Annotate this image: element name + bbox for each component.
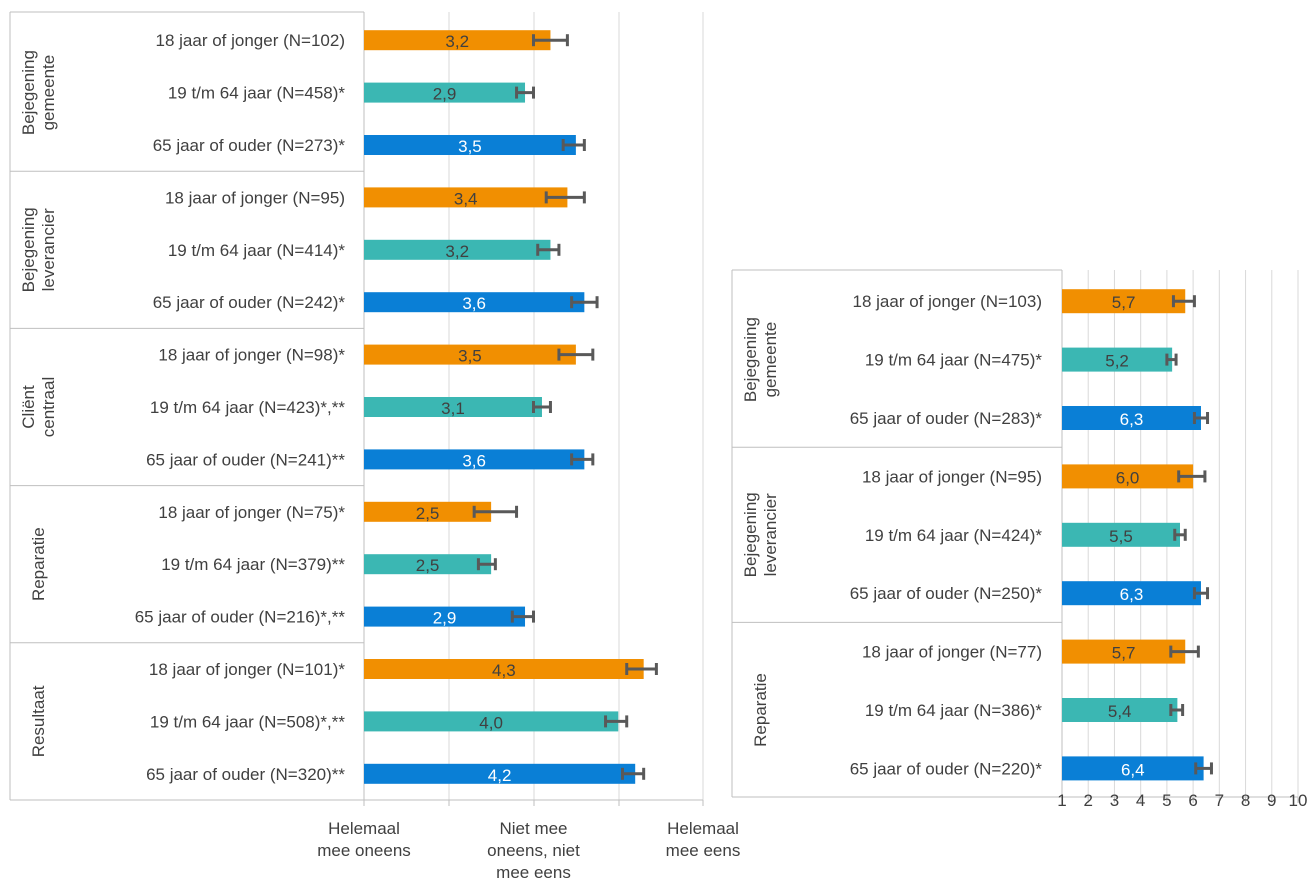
chart2-data-label: 5,4 — [1108, 702, 1132, 721]
chart1-group-title: Cliëntcentraal — [19, 377, 58, 437]
chart1-group-title: Resultaat — [29, 685, 48, 757]
chart1-group-title: Reparatie — [29, 527, 48, 601]
chart1-data-label: 3,1 — [441, 399, 465, 418]
chart1-data-label: 3,2 — [445, 32, 469, 51]
chart1-group-title: Bejegeningleverancier — [19, 207, 58, 292]
chart2-data-label: 5,7 — [1112, 293, 1136, 312]
chart1-data-label: 3,2 — [445, 242, 469, 261]
chart2-category-label: 18 jaar of jonger (N=103) — [853, 292, 1042, 311]
chart2-tick-label-5: 5 — [1162, 791, 1171, 810]
chart1-data-label: 4,2 — [488, 766, 512, 785]
chart1-bar — [364, 135, 576, 155]
chart2-data-label: 6,3 — [1120, 410, 1144, 429]
chart2-data-label: 6,4 — [1121, 760, 1145, 779]
chart1-category-label: 19 t/m 64 jaar (N=423)*,** — [150, 398, 346, 417]
chart1-category-label: 19 t/m 64 jaar (N=379)** — [161, 555, 345, 574]
chart1-bar — [364, 292, 585, 313]
chart2-data-label: 5,5 — [1109, 527, 1133, 546]
chart1-bar — [364, 606, 526, 627]
chart2-category-label: 65 jaar of ouder (N=283)* — [850, 409, 1043, 428]
chart1-bar — [364, 344, 576, 365]
chart1-bar — [364, 763, 636, 784]
chart1-category-label: 65 jaar of ouder (N=242)* — [153, 293, 346, 312]
chart2-tick-label-9: 9 — [1267, 791, 1276, 810]
chart2-category-label: 18 jaar of jonger (N=95) — [862, 467, 1042, 486]
chart1-data-label: 3,6 — [462, 451, 486, 470]
chart1-tick-label-3: mee eens — [666, 841, 741, 860]
chart1-category-label: 19 t/m 64 jaar (N=458)* — [168, 84, 346, 103]
chart2-data-label: 5,2 — [1105, 352, 1129, 371]
chart2-group-title: Bejegeninggemeente — [741, 317, 780, 402]
chart2-category-label: 65 jaar of ouder (N=220)* — [850, 759, 1043, 778]
chart1-tick-label-1: mee oneens — [317, 841, 411, 860]
chart1-bar — [364, 82, 526, 103]
chart1-category-label: 18 jaar of jonger (N=75)* — [158, 503, 345, 522]
chart1-category-label: 18 jaar of jonger (N=95) — [165, 188, 345, 207]
chart2-data-label: 6,0 — [1116, 468, 1140, 487]
chart1-category-label: 18 jaar of jonger (N=98)* — [158, 346, 345, 365]
chart2-bar — [1062, 581, 1201, 606]
chart2-category-label: 18 jaar of jonger (N=77) — [862, 643, 1042, 662]
chart1-bar — [364, 449, 585, 470]
chart1-bar — [364, 239, 551, 260]
chart1-data-label: 4,3 — [492, 661, 516, 680]
chart1-bar — [364, 187, 568, 208]
chart1-bar — [364, 554, 492, 575]
chart1-data-label: 2,5 — [416, 504, 440, 523]
chart1-bar — [364, 30, 551, 51]
chart1-data-label: 2,9 — [433, 85, 457, 104]
chart1-group-title: Bejegeninggemeente — [19, 50, 58, 135]
chart1-category-label: 65 jaar of ouder (N=216)*,** — [135, 608, 346, 627]
chart1-data-label: 4,0 — [479, 713, 503, 732]
chart1-category-label: 19 t/m 64 jaar (N=414)* — [168, 241, 346, 260]
chart2-tick-label-10: 10 — [1289, 791, 1308, 810]
chart1-category-label: 65 jaar of ouder (N=241)** — [146, 450, 345, 469]
chart1-tick-label-2: oneens, niet — [487, 841, 580, 860]
chart1-tick-label-3: Helemaal — [667, 819, 739, 838]
chart2-tick-label-3: 3 — [1110, 791, 1119, 810]
chart1-data-label: 3,5 — [458, 137, 482, 156]
chart1-bar — [364, 501, 492, 522]
chart2-bar — [1062, 406, 1201, 430]
chart2-tick-label-2: 2 — [1083, 791, 1092, 810]
chart1-tick-label-2: Niet mee — [499, 819, 567, 838]
chart2-tick-label-8: 8 — [1241, 791, 1250, 810]
chart2-tick-label-4: 4 — [1136, 791, 1145, 810]
chart2-tick-label-6: 6 — [1188, 791, 1197, 810]
chart2-bar — [1062, 464, 1194, 489]
chart1-bar — [364, 659, 644, 679]
chart2-tick-label-1: 1 — [1057, 791, 1066, 810]
chart2-category-label: 19 t/m 64 jaar (N=475)* — [865, 351, 1043, 370]
chart1-tick-label-1: Helemaal — [328, 819, 400, 838]
chart2-bar — [1062, 698, 1178, 722]
chart2-data-label: 5,7 — [1112, 644, 1136, 663]
chart2-bar — [1062, 756, 1204, 781]
chart2-data-label: 6,3 — [1120, 585, 1144, 604]
chart1-data-label: 3,5 — [458, 347, 482, 366]
chart2-bar — [1062, 522, 1180, 547]
chart1-category-label: 18 jaar of jonger (N=101)* — [149, 660, 345, 679]
chart2-category-label: 19 t/m 64 jaar (N=386)* — [865, 701, 1043, 720]
chart1-bar — [364, 711, 619, 732]
chart2-bar — [1062, 347, 1173, 372]
chart1-data-label: 3,6 — [462, 294, 486, 313]
chart1-category-label: 65 jaar of ouder (N=273)* — [153, 136, 346, 155]
chart1-category-label: 65 jaar of ouder (N=320)** — [146, 765, 345, 784]
chart1-data-label: 3,4 — [454, 189, 478, 208]
chart1-data-label: 2,9 — [433, 609, 457, 628]
chart2-tick-label-7: 7 — [1215, 791, 1224, 810]
chart1-category-label: 18 jaar of jonger (N=102) — [156, 31, 345, 50]
chart1-category-label: 19 t/m 64 jaar (N=508)*,** — [150, 712, 346, 731]
chart1-data-label: 2,5 — [416, 556, 440, 575]
chart2-category-label: 65 jaar of ouder (N=250)* — [850, 584, 1043, 603]
chart2-bar — [1062, 639, 1186, 664]
chart2-bar — [1062, 289, 1186, 314]
chart2-category-label: 19 t/m 64 jaar (N=424)* — [865, 526, 1043, 545]
chart2-group-title: Bejegeningleverancier — [741, 492, 780, 577]
chart1-bar — [364, 397, 542, 417]
chart2-group-title: Reparatie — [751, 673, 770, 747]
chart1-tick-label-2: mee eens — [496, 863, 571, 882]
